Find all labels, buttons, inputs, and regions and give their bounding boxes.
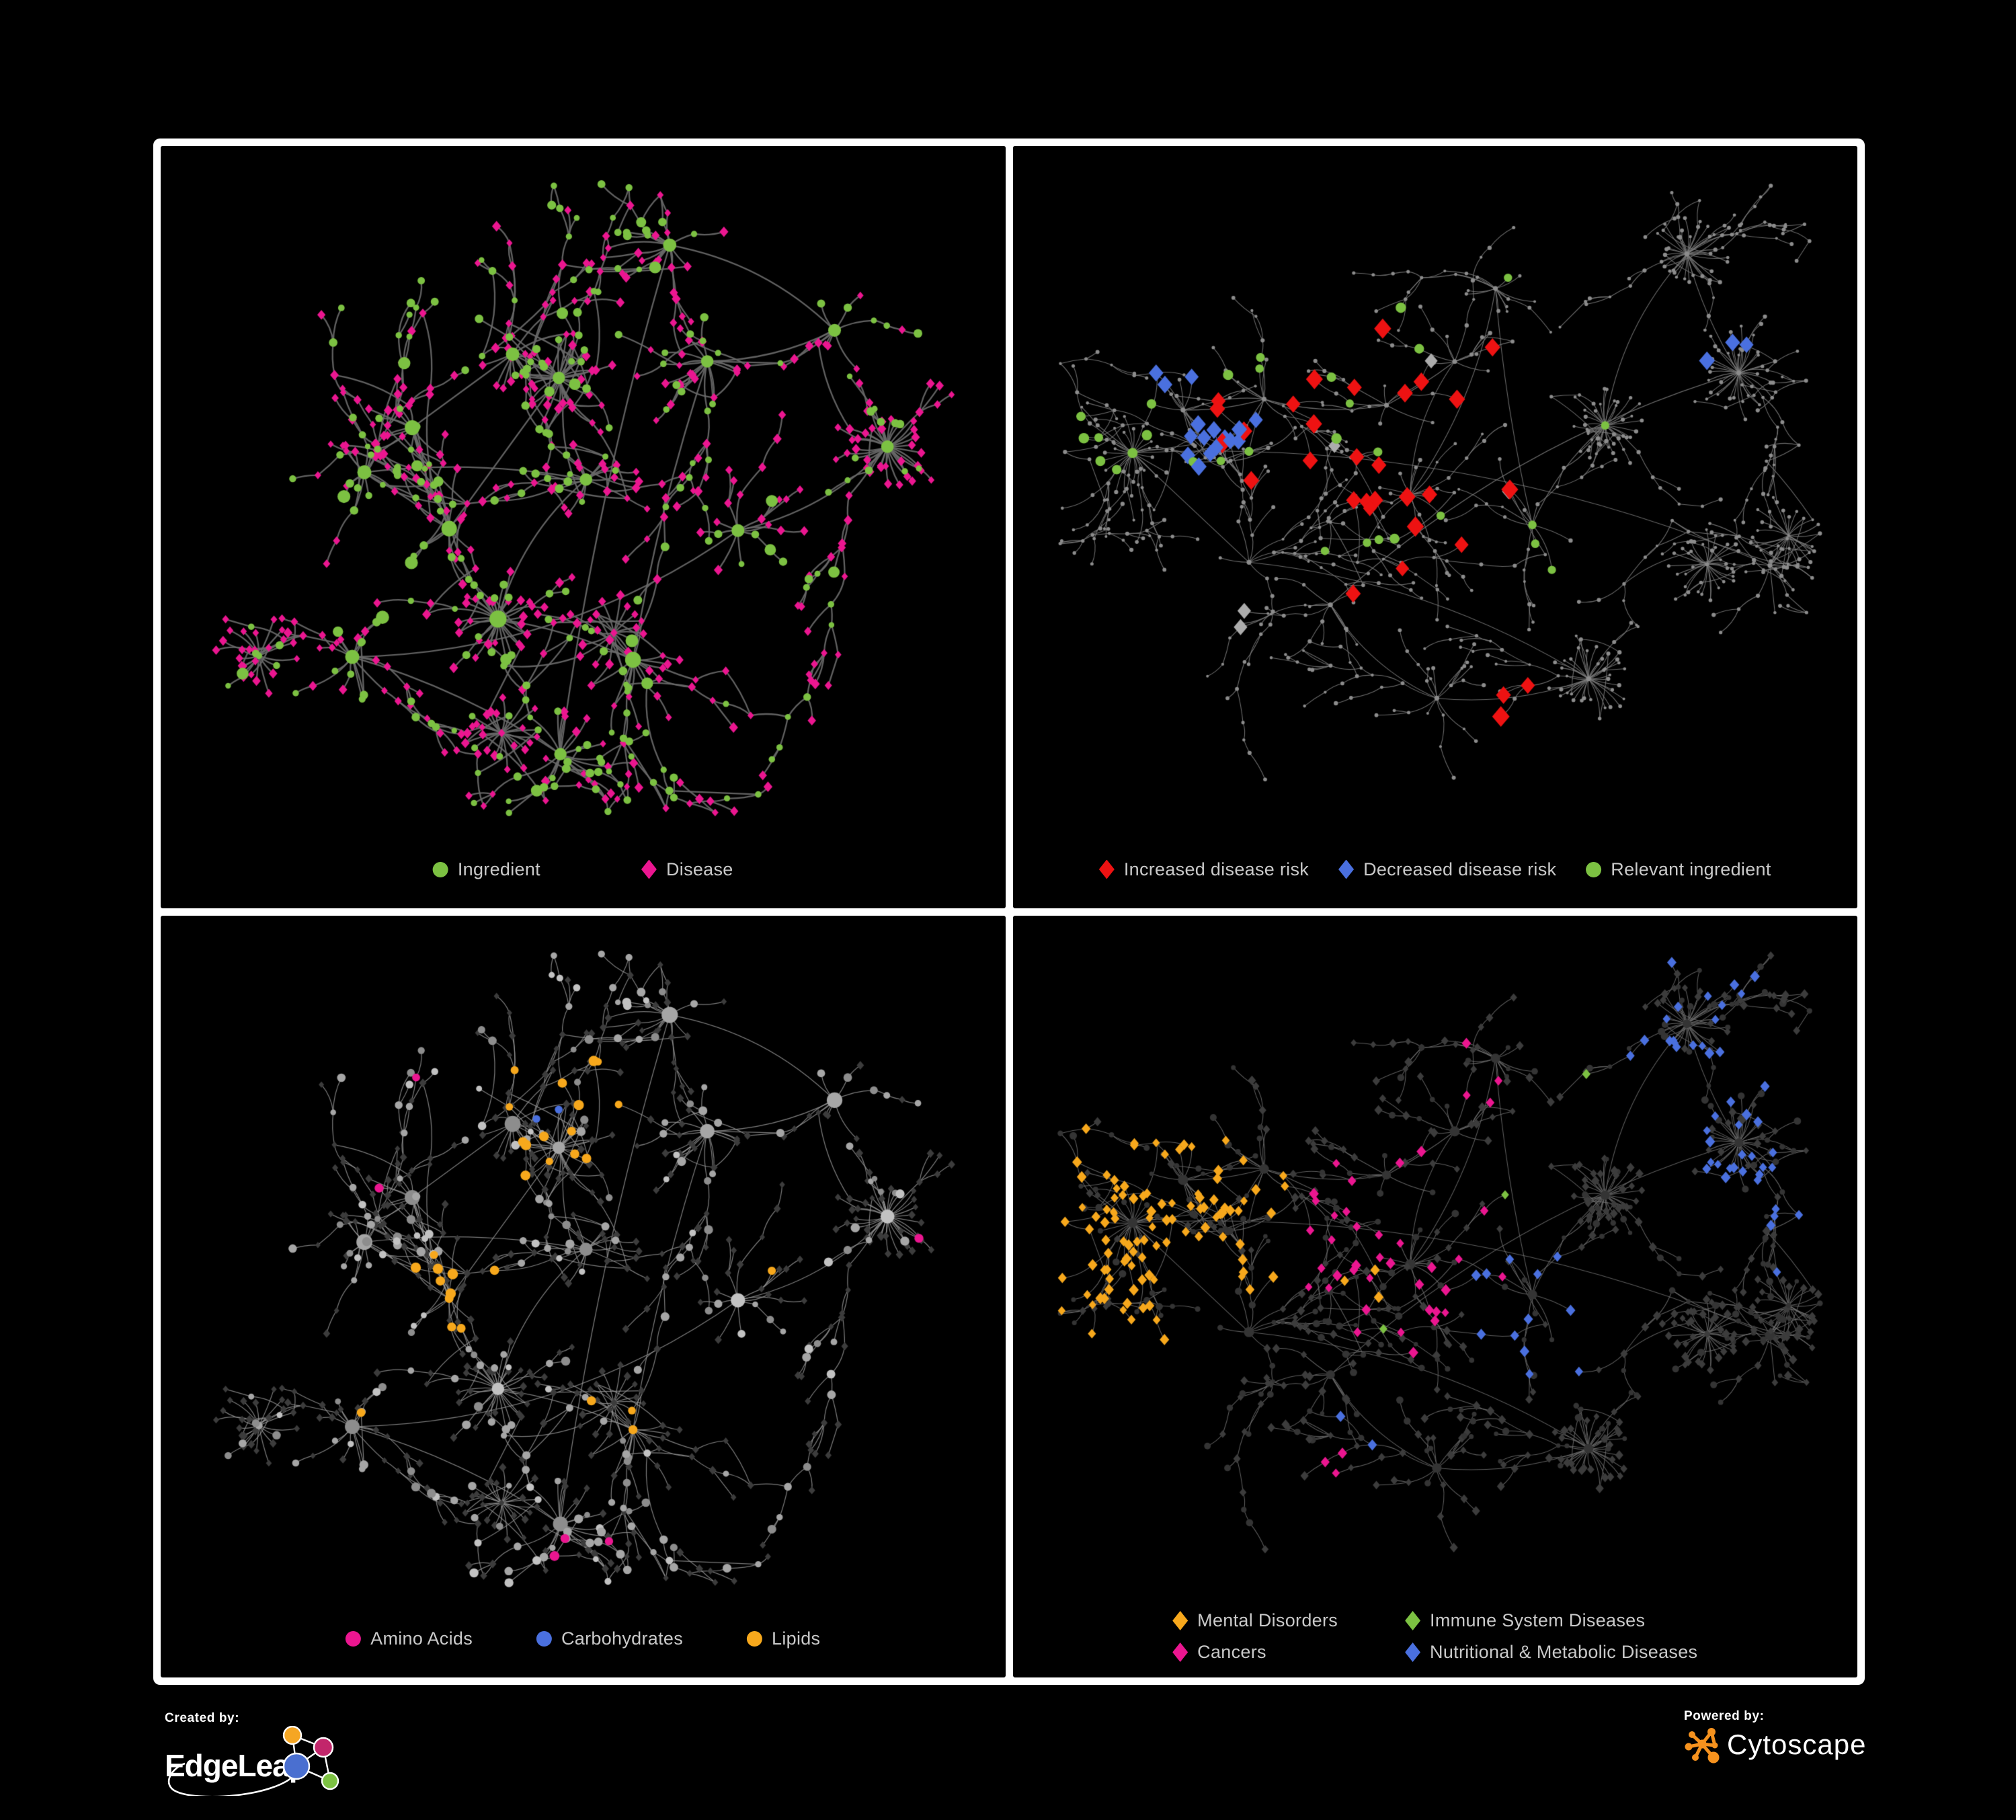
legend-ingredient-disease: Ingredient Disease [432, 859, 733, 880]
legend-item-relevant-ingredient: Relevant ingredient [1586, 859, 1771, 880]
legend-item-ingredient: Ingredient [432, 859, 540, 880]
legend-item-carbohydrates: Carbohydrates [536, 1628, 683, 1649]
legend-label: Ingredient [457, 859, 540, 879]
disease-swatch-icon [641, 859, 657, 879]
legend-item-disease: Disease [641, 859, 733, 880]
legend-label: Disease [666, 859, 733, 879]
legend-item-cancers: Cancers [1172, 1642, 1338, 1663]
legend-disease-classes: Mental Disorders Immune System Diseases … [1172, 1610, 1697, 1663]
increased-risk-swatch-icon [1098, 859, 1115, 879]
panel-disease-risk-network: Increased disease risk Decreased disease… [1012, 146, 1857, 908]
legend-item-decreased-risk: Decreased disease risk [1338, 859, 1556, 880]
legend-label: Relevant ingredient [1611, 859, 1771, 879]
network-canvas-disease-risk [1012, 146, 1857, 908]
legend-item-lipids: Lipids [747, 1628, 820, 1649]
ingredient-swatch-icon [432, 861, 448, 877]
panel-disease-class-network: Mental Disorders Immune System Diseases … [1012, 915, 1857, 1677]
legend-label: Decreased disease risk [1363, 859, 1557, 879]
legend-label: Lipids [772, 1628, 821, 1649]
network-canvas-nutrient-classes [161, 915, 1006, 1677]
edgeleap-network-icon [282, 1725, 339, 1790]
decreased-risk-swatch-icon [1338, 859, 1355, 879]
legend-label: Increased disease risk [1123, 859, 1309, 879]
panel-grid: Ingredient Disease Increased disease ris… [153, 139, 1865, 1685]
panel-nutrient-class-network: Amino Acids Carbohydrates Lipids [161, 915, 1006, 1677]
network-canvas-ingredient-disease [161, 146, 1006, 908]
panel-ingredient-disease-network: Ingredient Disease [161, 146, 1006, 908]
legend-item-mental-disorders: Mental Disorders [1172, 1610, 1338, 1631]
created-by-label: Created by: [165, 1711, 240, 1725]
network-canvas-disease-classes [1012, 915, 1857, 1677]
legend-disease-risk: Increased disease risk Decreased disease… [1098, 859, 1771, 880]
cytoscape-wordmark: Cytoscape [1727, 1729, 1867, 1760]
amino-acids-swatch-icon [346, 1631, 362, 1647]
edgeleap-logo: EdgeLeap [165, 1725, 339, 1798]
legend-nutrient-classes: Amino Acids Carbohydrates Lipids [346, 1628, 820, 1649]
cancers-swatch-icon [1172, 1643, 1188, 1662]
legend-item-nutritional-metabolic-diseases: Nutritional & Metabolic Diseases [1405, 1642, 1697, 1663]
cytoscape-icon [1685, 1728, 1720, 1764]
legend-label: Immune System Diseases [1430, 1610, 1646, 1630]
lipids-swatch-icon [747, 1631, 763, 1647]
carbohydrates-swatch-icon [536, 1631, 553, 1647]
legend-label: Cancers [1197, 1642, 1266, 1662]
powered-by-block: Powered by: [1684, 1709, 1866, 1764]
legend-label: Mental Disorders [1197, 1610, 1338, 1630]
mental-disorders-swatch-icon [1172, 1611, 1188, 1630]
immune-system-diseases-swatch-icon [1405, 1611, 1421, 1630]
legend-label: Nutritional & Metabolic Diseases [1430, 1642, 1698, 1662]
legend-item-increased-risk: Increased disease risk [1098, 859, 1309, 880]
legend-item-immune-system-diseases: Immune System Diseases [1405, 1610, 1697, 1631]
nutritional-metabolic-diseases-swatch-icon [1405, 1643, 1421, 1662]
legend-item-amino-acids: Amino Acids [346, 1628, 473, 1649]
legend-label: Amino Acids [370, 1628, 473, 1649]
legend-label: Carbohydrates [561, 1628, 684, 1649]
powered-by-label: Powered by: [1684, 1709, 1765, 1723]
created-by-block: Created by: EdgeLeap [165, 1711, 373, 1799]
relevant-ingredient-swatch-icon [1586, 861, 1602, 877]
edgeleap-swoosh-icon [167, 1762, 298, 1798]
